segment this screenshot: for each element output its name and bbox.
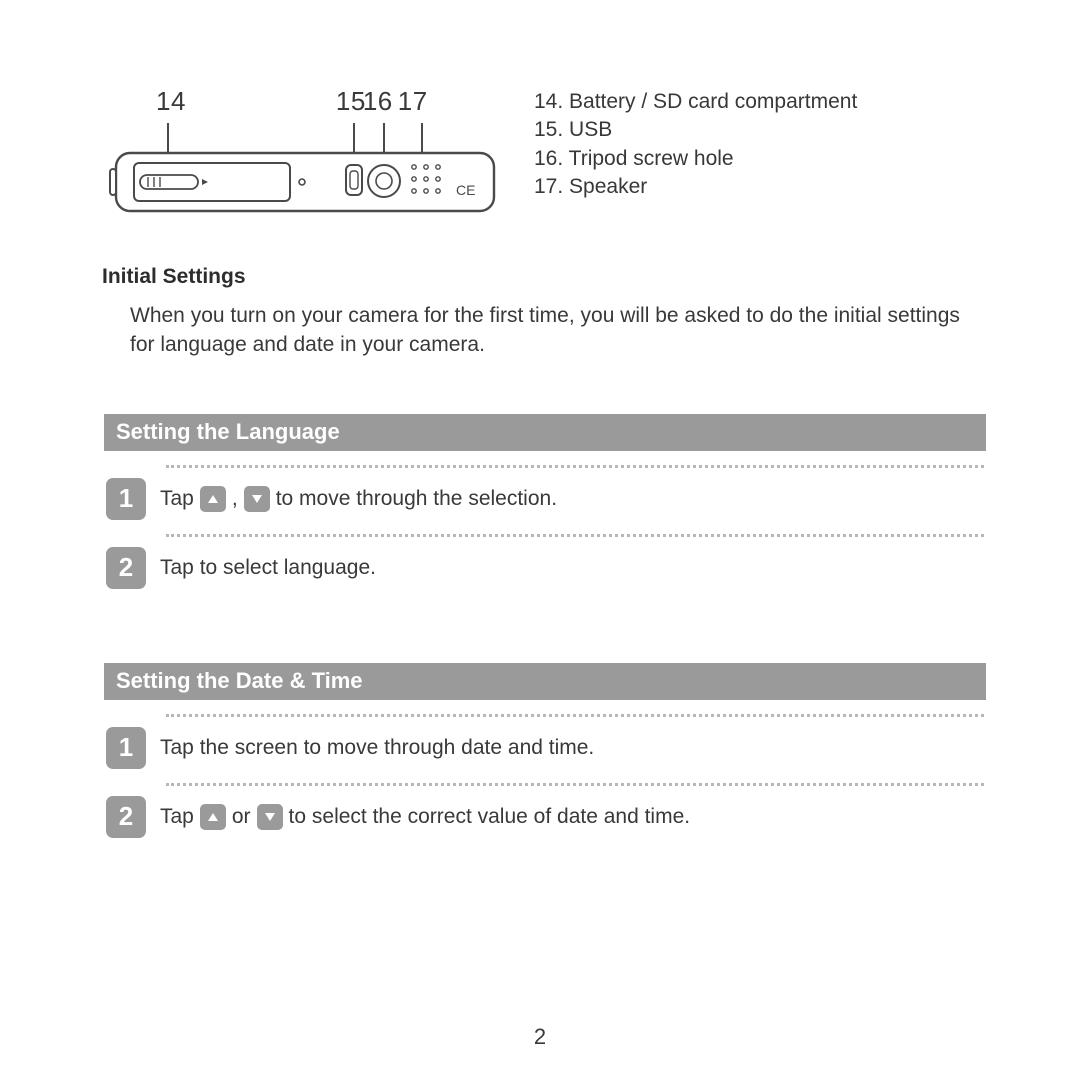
step-number: 2: [106, 796, 146, 838]
divider: [166, 783, 984, 786]
initial-settings-heading: Initial Settings: [102, 265, 984, 289]
svg-text:CE: CE: [456, 182, 475, 198]
lang-step-2: 2 Tap to select language.: [106, 547, 984, 589]
up-arrow-icon: [200, 486, 226, 512]
divider: [166, 465, 984, 468]
step-text: Tap the screen to move through date and …: [160, 736, 594, 760]
dt-step-1: 1 Tap the screen to move through date an…: [106, 727, 984, 769]
callout-16: 16: [363, 86, 393, 117]
text-fragment: ,: [232, 487, 238, 511]
divider: [166, 534, 984, 537]
text-fragment: Tap: [160, 805, 194, 829]
step-text: Tap or to select the correct value of da…: [160, 804, 690, 830]
diagram-column: 14 15 16 17: [106, 86, 506, 223]
page-number: 2: [0, 1024, 1080, 1050]
parts-legend: 14. Battery / SD card compartment 15. US…: [534, 86, 857, 201]
down-arrow-icon: [244, 486, 270, 512]
text-fragment: Tap the screen to move through date and …: [160, 736, 594, 760]
section-bar-datetime: Setting the Date & Time: [104, 663, 986, 700]
up-arrow-icon: [200, 804, 226, 830]
text-fragment: Tap: [160, 487, 194, 511]
lang-step-1: 1 Tap , to move through the selection.: [106, 478, 984, 520]
step-text: Tap to select language.: [160, 556, 376, 580]
step-text: Tap , to move through the selection.: [160, 486, 557, 512]
dt-step-2: 2 Tap or to select the correct value of …: [106, 796, 984, 838]
diagram-callout-row: 14 15 16 17: [150, 86, 506, 117]
legend-item-15: 15. USB: [534, 116, 857, 144]
section-bar-language: Setting the Language: [104, 414, 986, 451]
callout-14: 14: [156, 86, 186, 117]
down-arrow-icon: [257, 804, 283, 830]
camera-bottom-diagram: CE: [106, 123, 506, 223]
step-number: 1: [106, 727, 146, 769]
callout-17: 17: [398, 86, 428, 117]
legend-item-14: 14. Battery / SD card compartment: [534, 88, 857, 116]
top-row: 14 15 16 17: [106, 86, 984, 223]
text-fragment: to move through the selection.: [276, 487, 557, 511]
legend-item-16: 16. Tripod screw hole: [534, 145, 857, 173]
initial-settings-body: When you turn on your camera for the fir…: [130, 301, 974, 360]
step-number: 1: [106, 478, 146, 520]
text-fragment: or: [232, 805, 251, 829]
divider: [166, 714, 984, 717]
step-number: 2: [106, 547, 146, 589]
legend-item-17: 17. Speaker: [534, 173, 857, 201]
callout-15: 15: [336, 86, 366, 117]
text-fragment: to select the correct value of date and …: [289, 805, 691, 829]
text-fragment: Tap to select language.: [160, 556, 376, 580]
